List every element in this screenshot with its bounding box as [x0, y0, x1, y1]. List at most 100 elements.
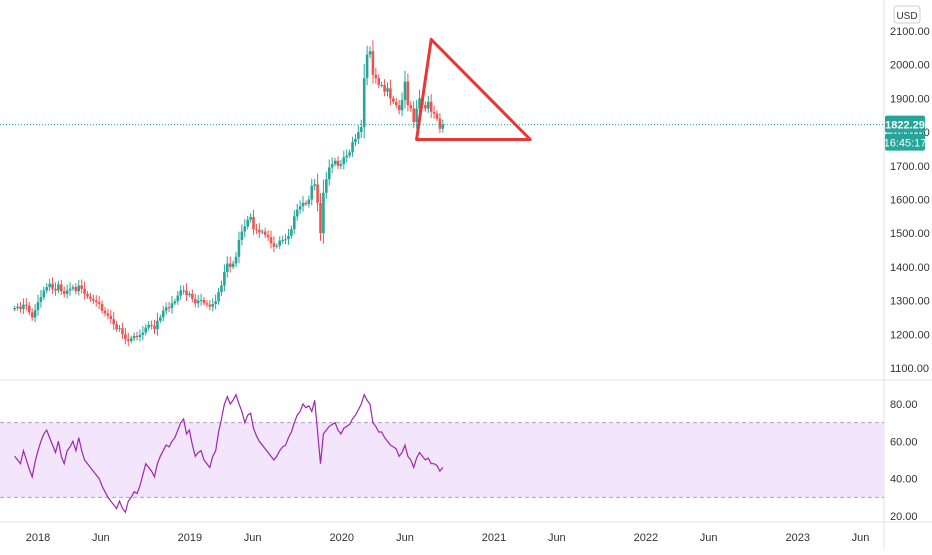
- candle-body: [173, 301, 177, 304]
- candle-body: [351, 142, 354, 153]
- candle-body: [441, 124, 445, 129]
- candle-body: [77, 285, 81, 292]
- candle-body: [141, 332, 145, 335]
- candle-body: [418, 98, 421, 109]
- candle-body: [310, 186, 314, 200]
- candle-body: [217, 292, 220, 302]
- candle-body: [269, 237, 273, 244]
- candle-body: [132, 335, 136, 339]
- rsi-layer: [14, 393, 444, 514]
- time-tick-label: 2018: [26, 532, 50, 544]
- candles-layer: [13, 40, 445, 347]
- candle-body: [19, 306, 22, 310]
- candle-body: [54, 288, 57, 291]
- candle-body: [33, 310, 37, 318]
- candle-body: [51, 283, 54, 289]
- time-tick-label: Jun: [852, 532, 870, 544]
- candle-body: [16, 306, 19, 309]
- candle-body: [231, 263, 235, 267]
- candle-body: [121, 328, 124, 335]
- candle-body: [389, 88, 392, 99]
- candle-body: [223, 271, 226, 286]
- candle-body: [275, 245, 279, 247]
- candle-body: [170, 303, 174, 309]
- candle-body: [313, 184, 316, 187]
- candle-body: [255, 229, 258, 231]
- candle-body: [176, 295, 180, 302]
- countdown-badge-box: [885, 133, 925, 151]
- price-tick-label: 2100.00: [890, 26, 930, 38]
- rsi-line: [14, 393, 444, 514]
- countdown-value: 16:45:17: [884, 138, 927, 150]
- price-tick-label: 1500.00: [890, 228, 930, 240]
- candle-body: [138, 334, 142, 337]
- candle-body: [115, 324, 118, 330]
- candle-body: [377, 78, 381, 85]
- time-tick-label: 2023: [785, 532, 809, 544]
- candle-body: [339, 164, 343, 166]
- candle-body: [205, 303, 209, 305]
- candle-body: [272, 243, 276, 247]
- candle-body: [112, 319, 116, 325]
- candle-body: [362, 78, 366, 128]
- candle-body: [228, 263, 232, 267]
- rsi-axis[interactable]: 20.00 40.00 60.00 80.00: [890, 399, 918, 523]
- candle-body: [284, 239, 287, 241]
- candle-body: [89, 296, 92, 299]
- candle-body: [348, 152, 351, 156]
- candle-body: [260, 231, 264, 233]
- candle-body: [118, 328, 121, 330]
- candle-body: [74, 287, 78, 292]
- candle-body: [246, 219, 249, 227]
- time-tick-label: 2019: [178, 532, 202, 544]
- candle-body: [240, 231, 244, 240]
- currency-label: USD: [896, 11, 917, 22]
- candle-body: [179, 290, 183, 296]
- rsi-tick-label: 60.00: [890, 436, 918, 448]
- price-tick-label: 1300.00: [890, 296, 930, 308]
- candle-body: [42, 290, 46, 298]
- candle-body: [243, 226, 247, 232]
- candle-body: [383, 84, 386, 92]
- time-axis[interactable]: 2018 Jun 2019 Jun 2020 Jun 2021 Jun 2022 Jun 2023 J…: [26, 532, 870, 544]
- candle-body: [124, 334, 127, 340]
- price-axis[interactable]: 1100.00 1200.00 1300.00 1400.00 1500.00 1600.…: [890, 26, 930, 375]
- last-price-badge-box: [885, 115, 925, 133]
- price-tick-label: 1200.00: [890, 329, 930, 341]
- candle-body: [147, 324, 150, 328]
- candle-body: [403, 81, 407, 101]
- time-tick-label: Jun: [548, 532, 566, 544]
- candle-body: [327, 167, 331, 180]
- candle-body: [71, 287, 75, 289]
- candle-body: [263, 231, 267, 235]
- candle-body: [22, 304, 25, 310]
- candle-body: [129, 338, 133, 342]
- time-tick-label: Jun: [396, 532, 414, 544]
- candle-body: [45, 287, 49, 291]
- candle-body: [330, 164, 334, 168]
- last-price-badge: 1822.29 16:45:17: [884, 115, 927, 151]
- candle-body: [153, 325, 156, 330]
- price-tick-label: 1100.00: [890, 363, 929, 375]
- candle-body: [278, 240, 282, 246]
- candle-body: [301, 202, 305, 207]
- candle-body: [83, 288, 86, 294]
- candle-body: [266, 234, 270, 238]
- candle-body: [406, 81, 410, 106]
- candle-body: [281, 239, 284, 241]
- candle-body: [167, 307, 171, 309]
- candle-body: [307, 199, 311, 205]
- last-price-value: 1822.29: [885, 120, 925, 132]
- candle-body: [258, 229, 261, 233]
- candle-body: [30, 312, 34, 318]
- currency-badge[interactable]: USD: [893, 5, 921, 24]
- candle-body: [292, 216, 296, 230]
- candle-body: [354, 138, 357, 143]
- candle-body: [92, 298, 95, 301]
- candle-body: [13, 308, 17, 310]
- candle-body: [304, 202, 308, 205]
- candle-body: [188, 293, 191, 296]
- candle-body: [191, 293, 194, 299]
